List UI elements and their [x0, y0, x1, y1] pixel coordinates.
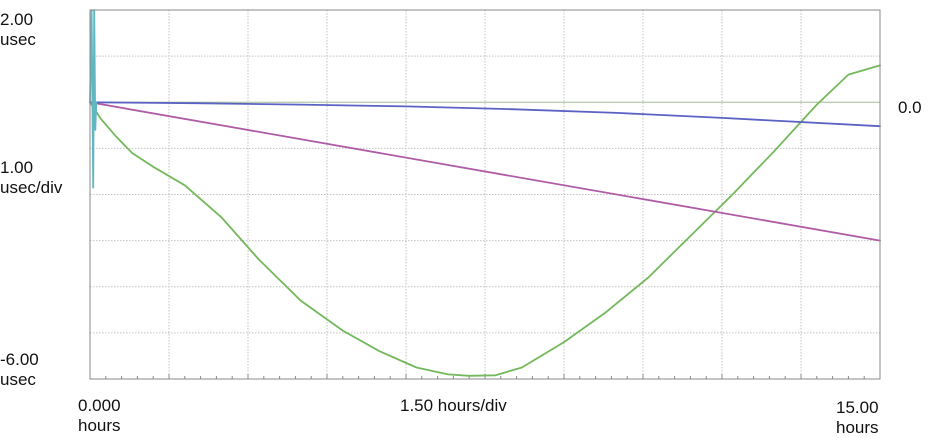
x-end-value: 15.00 [836, 398, 879, 417]
y-scale-label: 1.00 usec/div [0, 158, 62, 198]
chart-grid [89, 10, 881, 379]
x-scale-label: 1.50 hours/div [400, 396, 507, 415]
y-min-unit: usec [0, 370, 36, 389]
y-max-value: 2.00 [0, 10, 34, 29]
x-start-unit: hours [78, 416, 121, 435]
y-scale-value: 1.00 [0, 158, 34, 177]
series-line-1 [89, 64, 881, 377]
y-min-value: -6.00 [0, 350, 39, 369]
x-end-unit: hours [836, 418, 879, 437]
y-min-label: -6.00 usec [0, 350, 39, 390]
series-line-2 [89, 101, 881, 242]
y-scale-unit: usec/div [0, 178, 63, 197]
x-start-label: 0.000 hours [78, 396, 121, 436]
x-end-label: 15.00 hours [836, 398, 879, 438]
reference-label: 0.0 [898, 98, 922, 117]
y-max-label: 2.00 usec [0, 10, 36, 50]
x-start-value: 0.000 [78, 396, 121, 415]
y-max-unit: usec [0, 30, 36, 49]
plot-frame [89, 9, 881, 380]
series-line-3 [89, 101, 881, 128]
chart-series [89, 9, 881, 377]
series-line-4 [89, 9, 98, 189]
